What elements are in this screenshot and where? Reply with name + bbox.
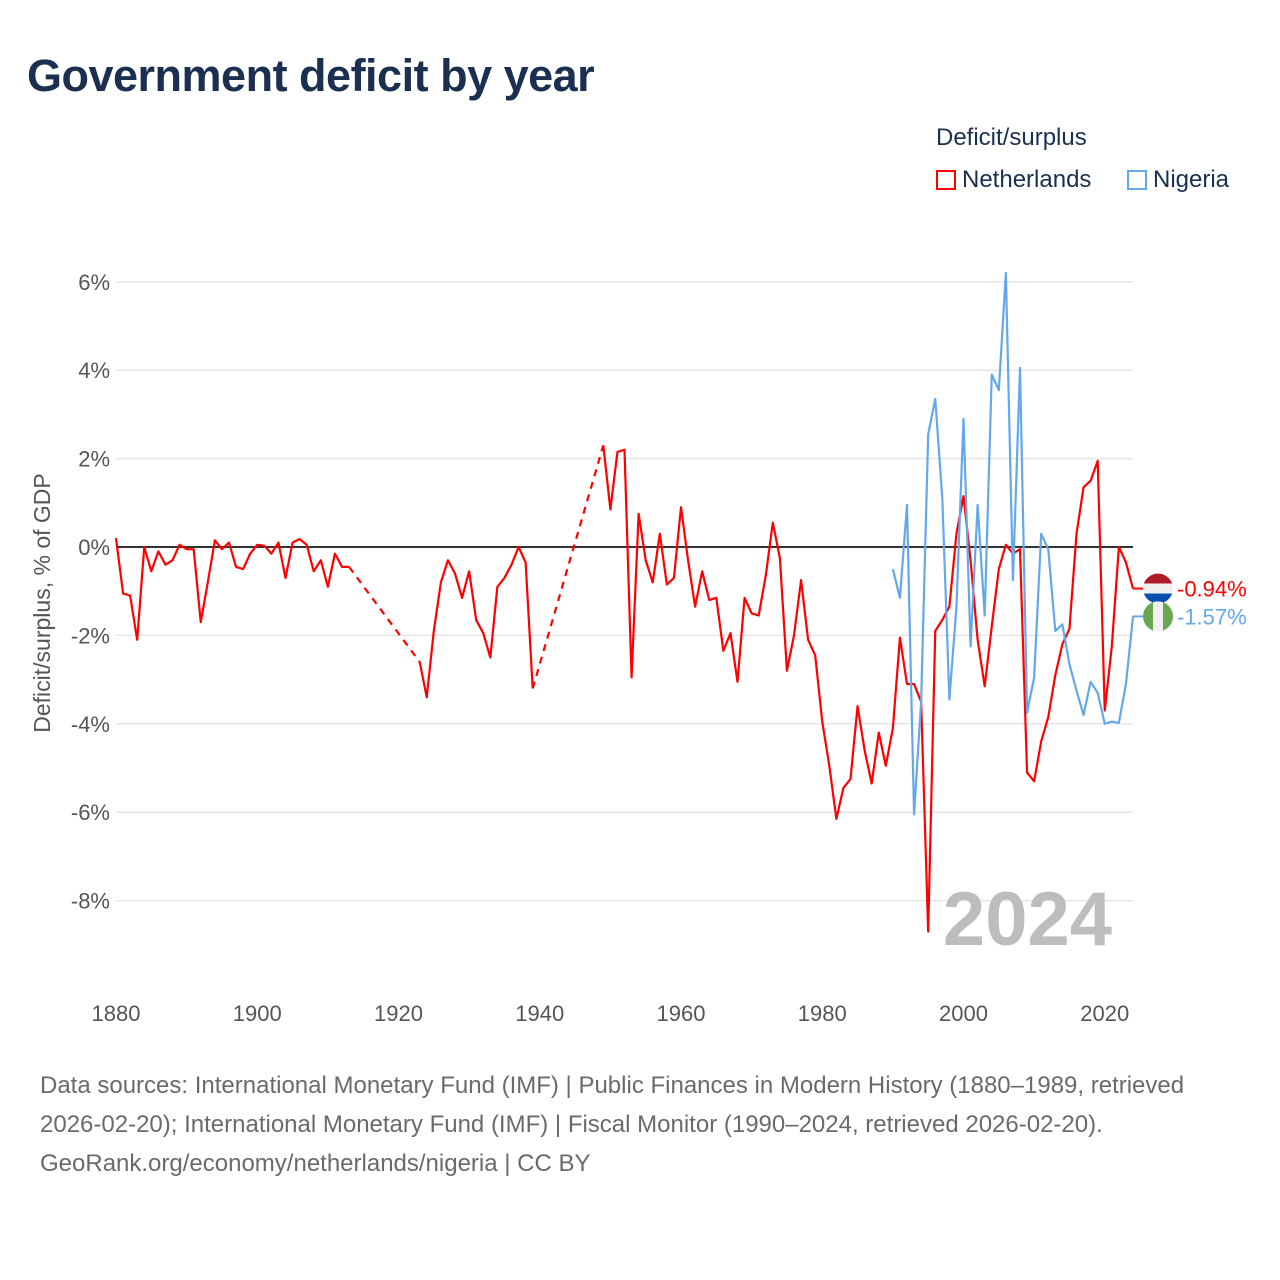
line-netherlands xyxy=(418,545,534,699)
legend-swatch-netherlands xyxy=(936,170,956,190)
line-netherlands xyxy=(602,445,1135,933)
y-tick-label: -6% xyxy=(71,800,110,825)
chart-title: Government deficit by year xyxy=(27,50,595,101)
legend-swatch-nigeria xyxy=(1127,170,1147,190)
y-tick-label: 2% xyxy=(78,447,110,472)
flag-stripe xyxy=(1143,593,1173,604)
legend-title: Deficit/surplus xyxy=(936,124,1087,151)
y-tick-label: 0% xyxy=(78,535,110,560)
y-tick-label: 4% xyxy=(78,358,110,383)
gap-line-netherlands xyxy=(348,566,421,663)
y-axis-label: Deficit/surplus, % of GDP xyxy=(29,473,55,732)
y-tick-label: 6% xyxy=(78,270,110,295)
flag-stripe xyxy=(1143,601,1153,632)
end-label-nigeria: -1.57% xyxy=(1177,604,1247,629)
y-tick-label: -2% xyxy=(71,623,110,648)
legend-item-netherlands[interactable]: Netherlands xyxy=(936,166,1091,194)
end-label-netherlands: -0.94% xyxy=(1177,577,1247,602)
line-nigeria xyxy=(891,271,1135,816)
x-tick-label: 1940 xyxy=(515,1001,564,1026)
x-tick-label: 1900 xyxy=(233,1001,282,1026)
x-tick-label: 2000 xyxy=(939,1001,988,1026)
credit-link[interactable]: GeoRank.org/economy/netherlands/nigeria … xyxy=(40,1150,591,1177)
x-tick-label: 2020 xyxy=(1080,1001,1129,1026)
y-tick-label: -4% xyxy=(71,712,110,737)
footer: Data sources: International Monetary Fun… xyxy=(40,1066,1250,1183)
x-tick-label: 1880 xyxy=(92,1001,141,1026)
x-tick-label: 1980 xyxy=(798,1001,847,1026)
x-tick-label: 1960 xyxy=(657,1001,706,1026)
line-chart: 6% 4% 2% 0% -2% -4% -6% -8% 1880 1900 1920 1940 1960… xyxy=(29,270,1247,1026)
gap-line-netherlands xyxy=(531,445,605,689)
flag-stripe xyxy=(1143,583,1173,594)
y-tick-label: -8% xyxy=(71,889,110,914)
legend-item-nigeria[interactable]: Nigeria xyxy=(1127,166,1229,194)
nigeria-flag-icon xyxy=(1143,601,1173,632)
legend-label: Nigeria xyxy=(1153,166,1230,193)
flag-stripe xyxy=(1153,601,1163,632)
watermark-year: 2024 xyxy=(943,877,1112,962)
flag-stripe xyxy=(1163,601,1173,632)
x-tick-label: 1920 xyxy=(374,1001,423,1026)
line-netherlands xyxy=(114,537,350,641)
data-sources: Data sources: International Monetary Fun… xyxy=(40,1072,1185,1138)
flag-stripe xyxy=(1143,573,1173,584)
legend-label: Netherlands xyxy=(962,166,1092,193)
netherlands-flag-icon xyxy=(1143,573,1173,604)
